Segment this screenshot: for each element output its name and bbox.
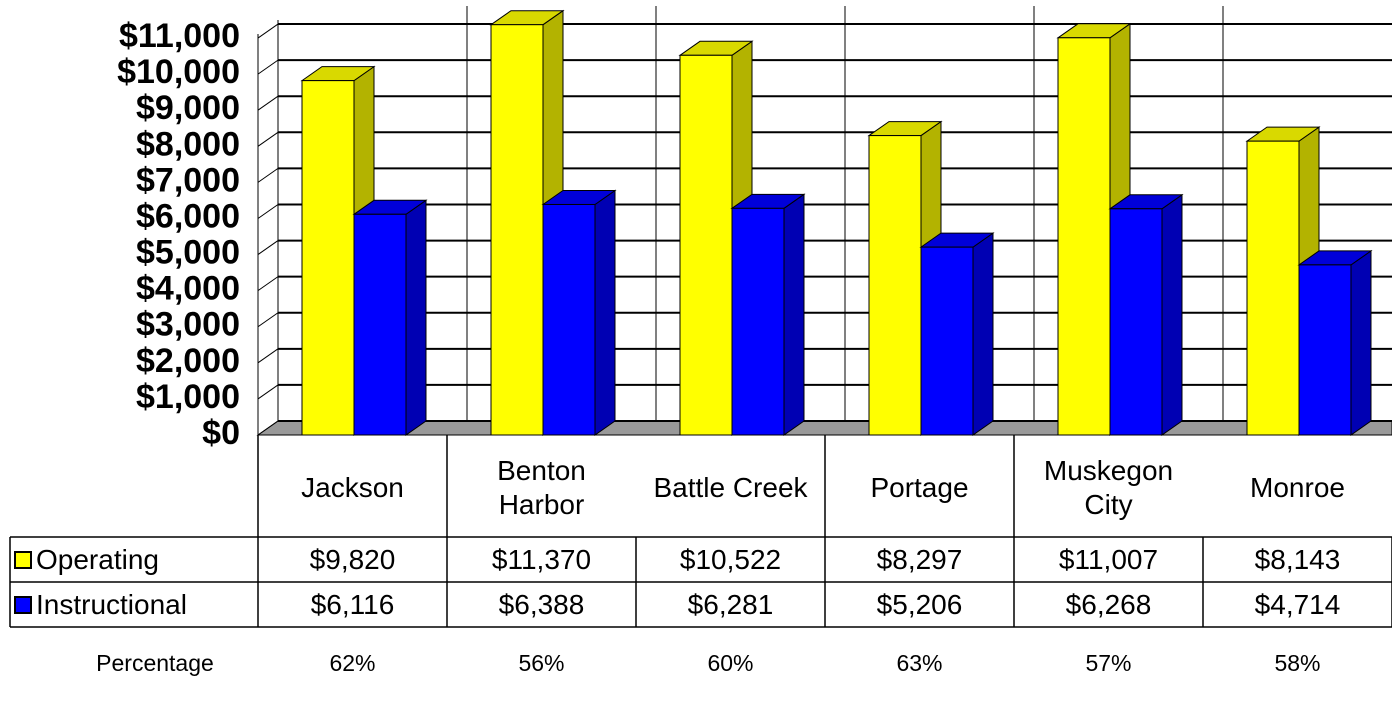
legend-label: Instructional [36, 588, 187, 620]
bar-front [353, 213, 407, 436]
bar-side [1350, 249, 1372, 436]
data-table-value: $4,714 [1254, 588, 1341, 620]
category-label: Monroe [1250, 471, 1345, 503]
legend-entry: Operating [10, 537, 258, 582]
data-table-value: $11,370 [491, 543, 592, 575]
y-tick-label: $3,000 [136, 306, 240, 344]
floor [256, 420, 1392, 436]
y-tick-label: $0 [202, 414, 240, 452]
y-tick-label: $11,000 [119, 17, 240, 55]
bar [730, 193, 806, 436]
bar-side [972, 232, 994, 436]
data-table-value: $11,007 [1058, 543, 1159, 575]
data-table-value: $6,388 [498, 588, 585, 620]
data-table-value: $6,116 [310, 588, 395, 620]
row-label: Percentage [96, 650, 214, 676]
bar [1297, 249, 1373, 436]
bar-front [490, 24, 544, 436]
percentage-label: 60% [707, 650, 754, 676]
y-tick-label: $8,000 [136, 125, 240, 163]
y-tick-label: $4,000 [136, 270, 240, 308]
category-label: Benton Harbor [497, 454, 586, 520]
bar-side [783, 193, 805, 436]
grid-line [257, 59, 279, 75]
legend-swatch [14, 550, 32, 569]
percentage-label: 63% [896, 650, 943, 676]
bar-side [1161, 193, 1183, 436]
bar-side [405, 199, 427, 436]
data-table-value: $5,206 [876, 588, 963, 620]
bar-front [1057, 37, 1111, 436]
bar [1108, 193, 1184, 436]
y-tick-label: $10,000 [117, 53, 240, 91]
grid-line [257, 384, 279, 400]
bar-front [1298, 264, 1352, 436]
grid-line [257, 131, 279, 147]
data-table-value: $6,268 [1065, 588, 1152, 620]
percentage-label: 56% [518, 650, 565, 676]
y-tick-label: $1,000 [136, 378, 240, 416]
data-table-value: $8,297 [876, 543, 963, 575]
grid-line [257, 348, 279, 364]
y-tick-label: $2,000 [136, 342, 240, 380]
bar-front [868, 135, 922, 436]
legend-entry: Instructional [10, 582, 258, 627]
grid-line [257, 312, 279, 328]
grid-line [257, 204, 279, 219]
bar [919, 232, 995, 436]
y-tick-label: $9,000 [136, 89, 240, 127]
legend-swatch [14, 595, 32, 614]
bar-front [1246, 140, 1300, 436]
percentage-label: 62% [329, 650, 376, 676]
category-label: Portage [870, 471, 969, 503]
y-tick-label: $7,000 [136, 161, 240, 199]
bar-front [731, 207, 785, 436]
bar-front [542, 203, 596, 436]
data-table-value: $6,281 [687, 588, 774, 620]
grid-line [257, 167, 279, 183]
grid-line [257, 23, 279, 39]
percentage-label: 58% [1274, 650, 1321, 676]
bar-front [301, 80, 355, 436]
grid-line [257, 240, 279, 255]
data-table-value: $10,522 [679, 543, 782, 575]
percentage-label: 57% [1085, 650, 1132, 676]
bar-side [594, 189, 616, 436]
bar [352, 199, 428, 436]
legend-label: Operating [36, 543, 159, 575]
category-label: Jackson [301, 471, 404, 503]
category-label: Battle Creek [653, 471, 808, 503]
bar-front [679, 54, 733, 436]
grid-line [257, 276, 279, 292]
bar-front [1109, 208, 1163, 436]
data-table-value: $8,143 [1254, 543, 1341, 575]
bar [541, 189, 617, 436]
y-tick-label: $6,000 [136, 197, 240, 235]
category-label: Muskegon City [1043, 454, 1174, 520]
grid-line [257, 95, 279, 111]
bar-front [920, 246, 974, 436]
bar [300, 65, 376, 436]
y-tick-label: $5,000 [136, 234, 240, 272]
data-table-value: $9,820 [309, 543, 396, 575]
grid-line [257, 420, 279, 436]
